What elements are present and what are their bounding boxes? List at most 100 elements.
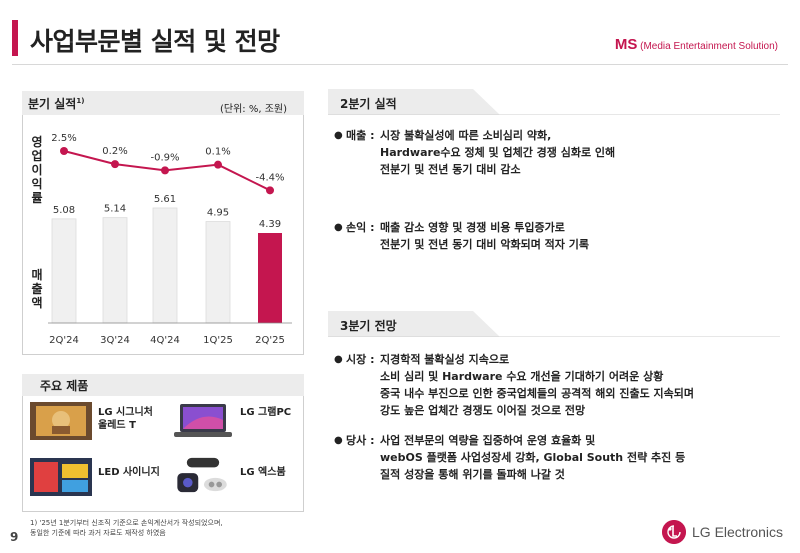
division-full: (Media Entertainment Solution)	[640, 41, 778, 52]
op-margin-label-value: -0.9%	[150, 152, 179, 163]
sales-label: 매 출 액	[30, 268, 44, 310]
product-label-xboom: LG 엑스붐	[240, 466, 286, 479]
category-label: 2Q'25	[255, 335, 285, 346]
sales-label-char: 매	[31, 268, 43, 282]
sales-bar	[102, 217, 128, 324]
page-title: 사업부문별 실적 및 전망	[30, 27, 280, 56]
product-label-line: LED 사이니지	[98, 467, 160, 478]
op-margin-label-char: 업	[31, 149, 43, 163]
op-margin-point	[214, 160, 222, 169]
lg-logo: LG Electronics	[662, 520, 786, 546]
bullet-line: 사업 전부문의 역량을 집중하여 운영 효율화 및	[380, 434, 596, 447]
bullet-line: 강도 높은 업체간 경쟁도 이어질 것으로 전망	[380, 404, 586, 417]
sales-bar-label: 5.14	[104, 204, 126, 215]
op-margin-point	[60, 147, 68, 155]
op-margin-label-char: 률	[31, 191, 43, 205]
bullet-lines: 시장 불확실성에 따른 소비심리 약화, Hardware수요 정체 및 업체간…	[380, 127, 615, 178]
section-header-q3	[328, 311, 780, 337]
section-header-q2	[328, 89, 780, 115]
products-title: 주요 제품	[40, 379, 89, 393]
panel-title-sup: 1)	[76, 97, 85, 105]
sales-bar-label: 4.39	[259, 219, 281, 230]
bullet-line: Hardware수요 정체 및 업체간 경쟁 심화로 인해	[380, 146, 616, 159]
bullet-key: 당사 :	[346, 434, 375, 447]
lg-logo-icon	[662, 520, 686, 544]
bullet-line: 전분기 및 전년 동기 대비 감소	[380, 163, 521, 176]
tv-image	[30, 402, 92, 440]
bullet-key: 손익 :	[346, 221, 375, 234]
bullet-lines: 매출 감소 영향 및 경쟁 비용 투입증가로 전분기 및 전년 동기 대비 악화…	[380, 219, 589, 253]
products-box	[22, 396, 304, 512]
category-label: 4Q'24	[150, 335, 180, 346]
footnote: 1) '25년 1분기부터 신조직 기준으로 손익계산서가 작성되었으며, 동일…	[30, 518, 223, 538]
page-number: 9	[10, 530, 19, 544]
bullet-company: ● 당사 : 사업 전부문의 역량을 집중하여 운영 효율화 및 webOS 플…	[334, 432, 774, 488]
category-label: 1Q'25	[203, 335, 233, 346]
products-header-bg	[22, 374, 304, 396]
bullet-line: 소비 심리 및 Hardware 수요 개선을 기대하기 어려운 상황	[380, 370, 664, 383]
op-margin-label-value: 0.1%	[205, 147, 230, 158]
bullet-line: 중국 내수 부진으로 인한 중국업체들의 공격적 해외 진출도 지속되며	[380, 387, 694, 400]
bullet-dot: ●	[334, 222, 343, 233]
title-accent-bar	[12, 20, 18, 56]
bullet-key: 매출 :	[346, 129, 375, 142]
sales-bar-label: 4.95	[207, 208, 229, 219]
sales-bar-label: 5.61	[154, 194, 176, 205]
product-label-line: LG 시그니처	[98, 407, 153, 418]
bullet-dot: ●	[334, 130, 343, 141]
op-margin-label-char: 영	[31, 135, 43, 149]
sales-bar	[205, 221, 231, 324]
bullet-line: webOS 플랫폼 사업성장세 강화, Global South 전략 추진 등	[380, 451, 686, 464]
op-margin-label-value: 2.5%	[51, 133, 76, 144]
product-label-signage: LED 사이니지	[98, 466, 160, 479]
sales-bar-label: 5.08	[53, 205, 75, 216]
op-margin-point	[111, 160, 119, 169]
panel-header-bg	[22, 91, 304, 115]
title-divider	[12, 64, 788, 65]
panel-title: 분기 실적1)	[28, 95, 84, 112]
division-label: MS (Media Entertainment Solution)	[615, 36, 778, 53]
bullet-line: 지경학적 불확실성 지속으로	[380, 353, 510, 366]
panel-title-text: 분기 실적	[28, 97, 77, 111]
bullet-line: 질적 성장을 통해 위기를 돌파해 나갈 것	[380, 468, 565, 481]
bullet-line: 시장 불확실성에 따른 소비심리 약화,	[380, 129, 552, 142]
op-margin-label-char: 이	[31, 163, 43, 177]
sales-bar	[152, 207, 178, 324]
product-label-line: LG 엑스붐	[240, 467, 286, 478]
product-label-tv: LG 시그니처 올레드 T	[98, 406, 153, 432]
product-label-gram: LG 그램PC	[240, 406, 291, 419]
sales-bar	[258, 233, 282, 323]
product-label-line: LG 그램PC	[240, 407, 292, 418]
sales-label-char: 액	[31, 296, 43, 310]
category-label: 3Q'24	[100, 335, 130, 346]
bullet-line: 전분기 및 전년 동기 대비 악화되며 적자 기록	[380, 238, 589, 251]
sales-bar	[51, 218, 77, 324]
bullet-lines: 사업 전부문의 역량을 집중하여 운영 효율화 및 webOS 플랫폼 사업성장…	[380, 432, 685, 483]
op-margin-point	[266, 186, 274, 195]
op-margin-label: 영 업 이 익 률	[30, 135, 44, 205]
op-margin-point	[161, 166, 169, 175]
bullet-profit: ● 손익 : 매출 감소 영향 및 경쟁 비용 투입증가로 전분기 및 전년 동…	[334, 219, 774, 259]
bullet-lines: 지경학적 불확실성 지속으로 소비 심리 및 Hardware 수요 개선을 기…	[380, 351, 694, 419]
section-title-q3: 3분기 전망	[340, 319, 397, 333]
sales-label-char: 출	[31, 282, 43, 296]
bullet-dot: ●	[334, 354, 343, 365]
quarterly-chart: 5.08 5.14 5.61 4.95 4.39 2Q'24 3Q'24 4Q'24 1Q'25…	[48, 133, 292, 346]
section-title-q2: 2분기 실적	[340, 97, 397, 111]
bullet-market: ● 시장 : 지경학적 불확실성 지속으로 소비 심리 및 Hardware 수…	[334, 351, 774, 423]
logo-text: LG Electronics	[692, 524, 784, 540]
speaker-image	[177, 457, 227, 493]
bullet-dot: ●	[334, 435, 343, 446]
unit-label: (단위: %, 조원)	[220, 104, 288, 115]
footnote-line: 동일한 기준에 따라 과거 자료도 재작성 하였음	[30, 529, 166, 537]
bullet-key: 시장 :	[346, 353, 375, 366]
bullet-line: 매출 감소 영향 및 경쟁 비용 투입증가로	[380, 221, 565, 234]
op-margin-label-value: 0.2%	[102, 146, 127, 157]
product-label-line: 올레드 T	[98, 420, 136, 431]
bullet-sales: ● 매출 : 시장 불확실성에 따른 소비심리 약화, Hardware수요 정…	[334, 127, 774, 187]
signage-image	[30, 458, 92, 496]
laptop-image	[174, 404, 232, 437]
footnote-line: 1) '25년 1분기부터 신조직 기준으로 손익계산서가 작성되었으며,	[30, 519, 223, 527]
op-margin-label-value: -4.4%	[255, 172, 284, 183]
division-abbr: MS	[614, 36, 638, 53]
